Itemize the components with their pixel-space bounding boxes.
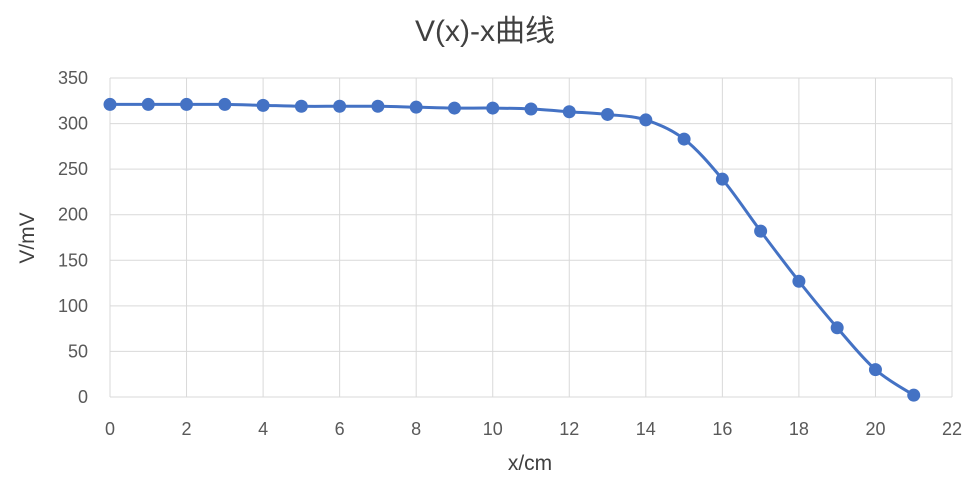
data-point — [486, 101, 500, 115]
data-point — [524, 102, 538, 116]
x-tick-label: 20 — [865, 419, 885, 439]
x-tick-label: 6 — [335, 419, 345, 439]
y-tick-label: 300 — [58, 114, 88, 134]
x-tick-label: 2 — [182, 419, 192, 439]
data-point — [447, 101, 461, 115]
x-tick-label: 10 — [483, 419, 503, 439]
data-point — [601, 107, 615, 121]
x-tick-label: 14 — [636, 419, 656, 439]
data-point — [103, 97, 117, 111]
y-tick-label: 350 — [58, 68, 88, 88]
data-point — [907, 388, 921, 402]
y-tick-label: 200 — [58, 205, 88, 225]
x-tick-label: 22 — [942, 419, 962, 439]
y-tick-label: 0 — [78, 387, 88, 407]
data-point — [141, 97, 155, 111]
tick-labels: 0 50 100 150 200 250 300 350 0 2 4 6 8 10 12 14 16 18 20 22 — [58, 68, 962, 439]
y-tick-label: 250 — [58, 159, 88, 179]
data-point — [371, 99, 385, 113]
y-tick-label: 50 — [68, 341, 88, 361]
data-point — [754, 224, 768, 238]
x-tick-label: 8 — [411, 419, 421, 439]
data-point — [333, 99, 347, 113]
chart-title: V(x)-x曲线 — [415, 15, 555, 48]
x-tick-label: 4 — [258, 419, 268, 439]
data-series — [103, 97, 921, 402]
data-point — [218, 97, 232, 111]
data-point — [294, 99, 308, 113]
x-tick-label: 18 — [789, 419, 809, 439]
gridlines — [109, 77, 953, 398]
data-point — [256, 98, 270, 112]
data-point — [830, 321, 844, 335]
x-axis-label: x/cm — [507, 452, 553, 475]
data-point — [639, 113, 653, 127]
data-point — [409, 100, 423, 114]
data-point — [677, 132, 691, 146]
data-point — [715, 172, 729, 186]
data-point — [868, 363, 882, 377]
x-tick-label: 0 — [105, 419, 115, 439]
x-tick-label: 16 — [712, 419, 732, 439]
data-point — [792, 274, 806, 288]
y-tick-label: 150 — [58, 250, 88, 270]
data-point — [562, 105, 576, 119]
data-point — [180, 97, 194, 111]
x-tick-label: 12 — [559, 419, 579, 439]
series-line — [110, 102, 915, 397]
y-tick-label: 100 — [58, 296, 88, 316]
